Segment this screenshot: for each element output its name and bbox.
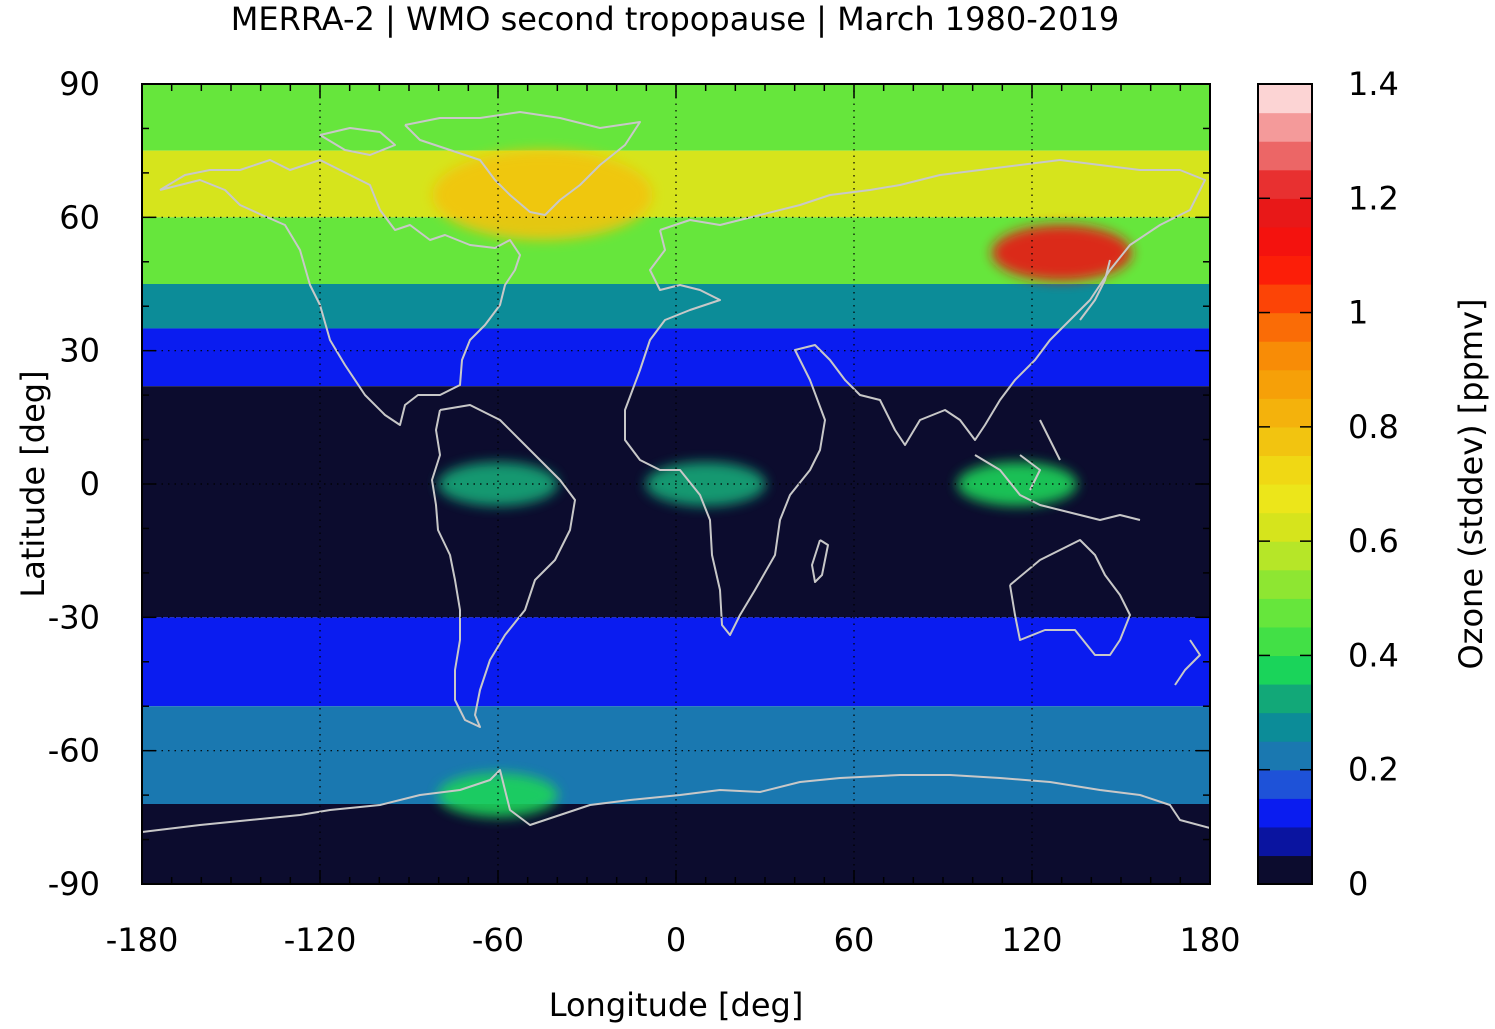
colorbar-tick-label: 1.2 <box>1348 179 1399 217</box>
colorbar-segment <box>1258 455 1312 485</box>
colorbar-segment <box>1258 84 1312 114</box>
map-area <box>142 84 1210 884</box>
ozone-feature <box>438 462 558 506</box>
x-tick-label: -60 <box>472 921 524 959</box>
colorbar-segment <box>1258 141 1312 171</box>
x-tick-label: 60 <box>834 921 875 959</box>
coastline-australia <box>1009 539 1131 656</box>
colorbar-segment <box>1258 741 1312 771</box>
colorbar-tick-label: 1 <box>1348 294 1368 332</box>
colorbar-segment <box>1258 226 1312 257</box>
colorbar: 0 0.2 0.4 0.6 0.8 1 1.2 1.4 <box>1257 65 1399 903</box>
axis-ticks <box>141 83 1211 885</box>
coastline-greenland <box>404 111 641 216</box>
colorbar-segment <box>1258 484 1312 514</box>
x-tick-label: 120 <box>1001 921 1062 959</box>
y-tick-label: 90 <box>59 65 100 103</box>
colorbar-segment <box>1258 341 1312 371</box>
coastline-north-america <box>159 159 521 426</box>
colorbar-segment <box>1258 255 1312 285</box>
colorbar-tick-label: 1.4 <box>1348 65 1399 103</box>
zonal-band <box>142 617 1210 707</box>
colorbar-segment <box>1258 112 1312 142</box>
y-tick-label: 30 <box>59 332 100 370</box>
colorbar-segment <box>1258 826 1312 857</box>
coastlines <box>142 111 1210 833</box>
y-axis-label: Latitude [deg] <box>14 370 52 597</box>
colorbar-segment <box>1258 569 1312 599</box>
colorbar-segment <box>1258 598 1312 628</box>
y-tick-label: -90 <box>48 865 100 903</box>
ozone-feature <box>991 224 1132 281</box>
colorbar-tick-label: 0.8 <box>1348 408 1399 446</box>
grid-lines <box>142 84 1210 884</box>
x-tick-label: 180 <box>1179 921 1240 959</box>
coastline-maritime-continent <box>974 419 1141 521</box>
colorbar-tick-label: 0.4 <box>1348 636 1399 674</box>
y-tick-label: 0 <box>80 465 100 503</box>
colorbar-segment <box>1258 512 1312 542</box>
colorbar-segment <box>1258 798 1312 828</box>
colorbar-segment <box>1258 169 1312 199</box>
colorbar-tick-label: 0.2 <box>1348 751 1399 789</box>
colorbar-segment <box>1258 198 1312 228</box>
coastline-japan <box>1079 259 1111 321</box>
colorbar-segment <box>1258 626 1312 657</box>
colorbar-segment <box>1258 684 1312 714</box>
coastline-south-america <box>431 404 576 728</box>
y-tick-label: -30 <box>48 598 100 636</box>
coastline-antarctica <box>142 769 1210 833</box>
x-tick-label: 0 <box>666 921 686 959</box>
colorbar-segment <box>1258 769 1312 799</box>
ozone-feature <box>957 462 1078 506</box>
coastline-madagascar <box>811 539 829 583</box>
chart-title: MERRA-2 | WMO second tropopause | March … <box>231 0 1119 38</box>
colorbar-label: Ozone (stddev) [ppmv] <box>1452 298 1490 669</box>
colorbar-segment <box>1258 369 1312 399</box>
zonal-band <box>142 706 1210 804</box>
ozone-feature <box>432 150 653 241</box>
colorbar-segment <box>1258 312 1312 342</box>
x-axis-label: Longitude [deg] <box>549 986 804 1024</box>
colorbar-segment <box>1258 398 1312 428</box>
colorbar-segment <box>1258 655 1312 685</box>
zonal-band <box>142 150 1210 218</box>
colorbar-tick-label: 0 <box>1348 865 1368 903</box>
ozone-feature <box>438 773 558 818</box>
colorbar-segment <box>1258 855 1312 885</box>
colorbar-frame <box>1257 83 1313 885</box>
coastline-eurasia-africa <box>624 159 1206 636</box>
y-tick-label: -60 <box>48 732 100 770</box>
colorbar-segment <box>1258 426 1312 457</box>
colorbar-segment <box>1258 712 1312 742</box>
x-tick-label: -120 <box>284 921 357 959</box>
y-tick-label: 60 <box>59 198 100 236</box>
axis-tick-labels: -180 -120 -60 0 60 120 180 90 60 30 0 -30 -60 -90 <box>48 65 1241 959</box>
colorbar-segment <box>1258 541 1312 571</box>
coastline-arctic-islands <box>319 127 396 156</box>
coastline-new-zealand <box>1174 639 1201 686</box>
colorbar-segment <box>1258 284 1312 314</box>
colorbar-tick-label: 0.6 <box>1348 522 1399 560</box>
x-tick-label: -180 <box>106 921 179 959</box>
